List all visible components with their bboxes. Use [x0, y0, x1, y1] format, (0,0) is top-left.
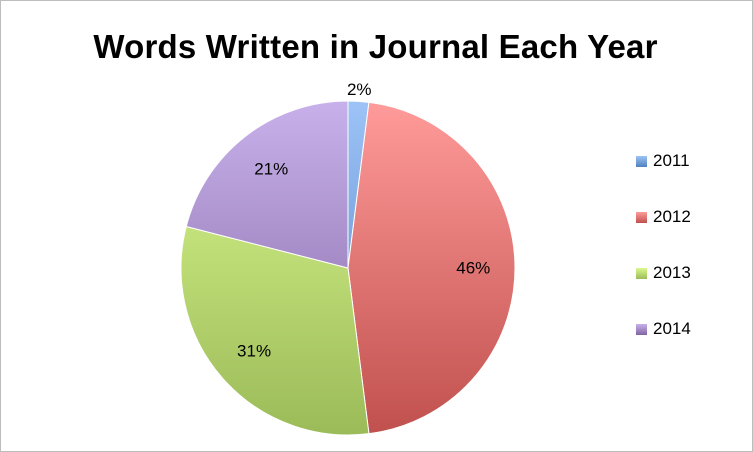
legend-label-2012: 2012 [653, 207, 691, 226]
legend-item-2012: 2012 [636, 206, 746, 228]
legend-item-2011: 2011 [636, 150, 746, 172]
legend-label-2013: 2013 [653, 263, 691, 282]
legend-item-2014: 2014 [636, 318, 746, 340]
legend-swatch-2013 [636, 267, 647, 279]
data-label-2012: 46% [456, 259, 490, 278]
pie-slice-2014 [185, 100, 349, 269]
chart-title: Words Written in Journal Each Year [93, 28, 658, 65]
legend-label-2014: 2014 [653, 319, 691, 338]
legend-swatch-2012 [636, 211, 647, 223]
legend-item-2013: 2013 [636, 262, 746, 284]
pie-slices [180, 100, 516, 436]
legend-swatch-2014 [636, 323, 647, 335]
pie-slice-2012 [347, 101, 516, 435]
pie-slice-2013 [180, 225, 370, 436]
legend-swatch-2011 [636, 155, 647, 167]
data-label-2013: 31% [237, 341, 271, 360]
legend-label-2011: 2011 [653, 151, 690, 170]
data-label-2014: 21% [254, 160, 288, 179]
data-label-2011: 2% [347, 80, 372, 99]
pie-labels: 2% 46% 31% 21% [237, 80, 490, 360]
